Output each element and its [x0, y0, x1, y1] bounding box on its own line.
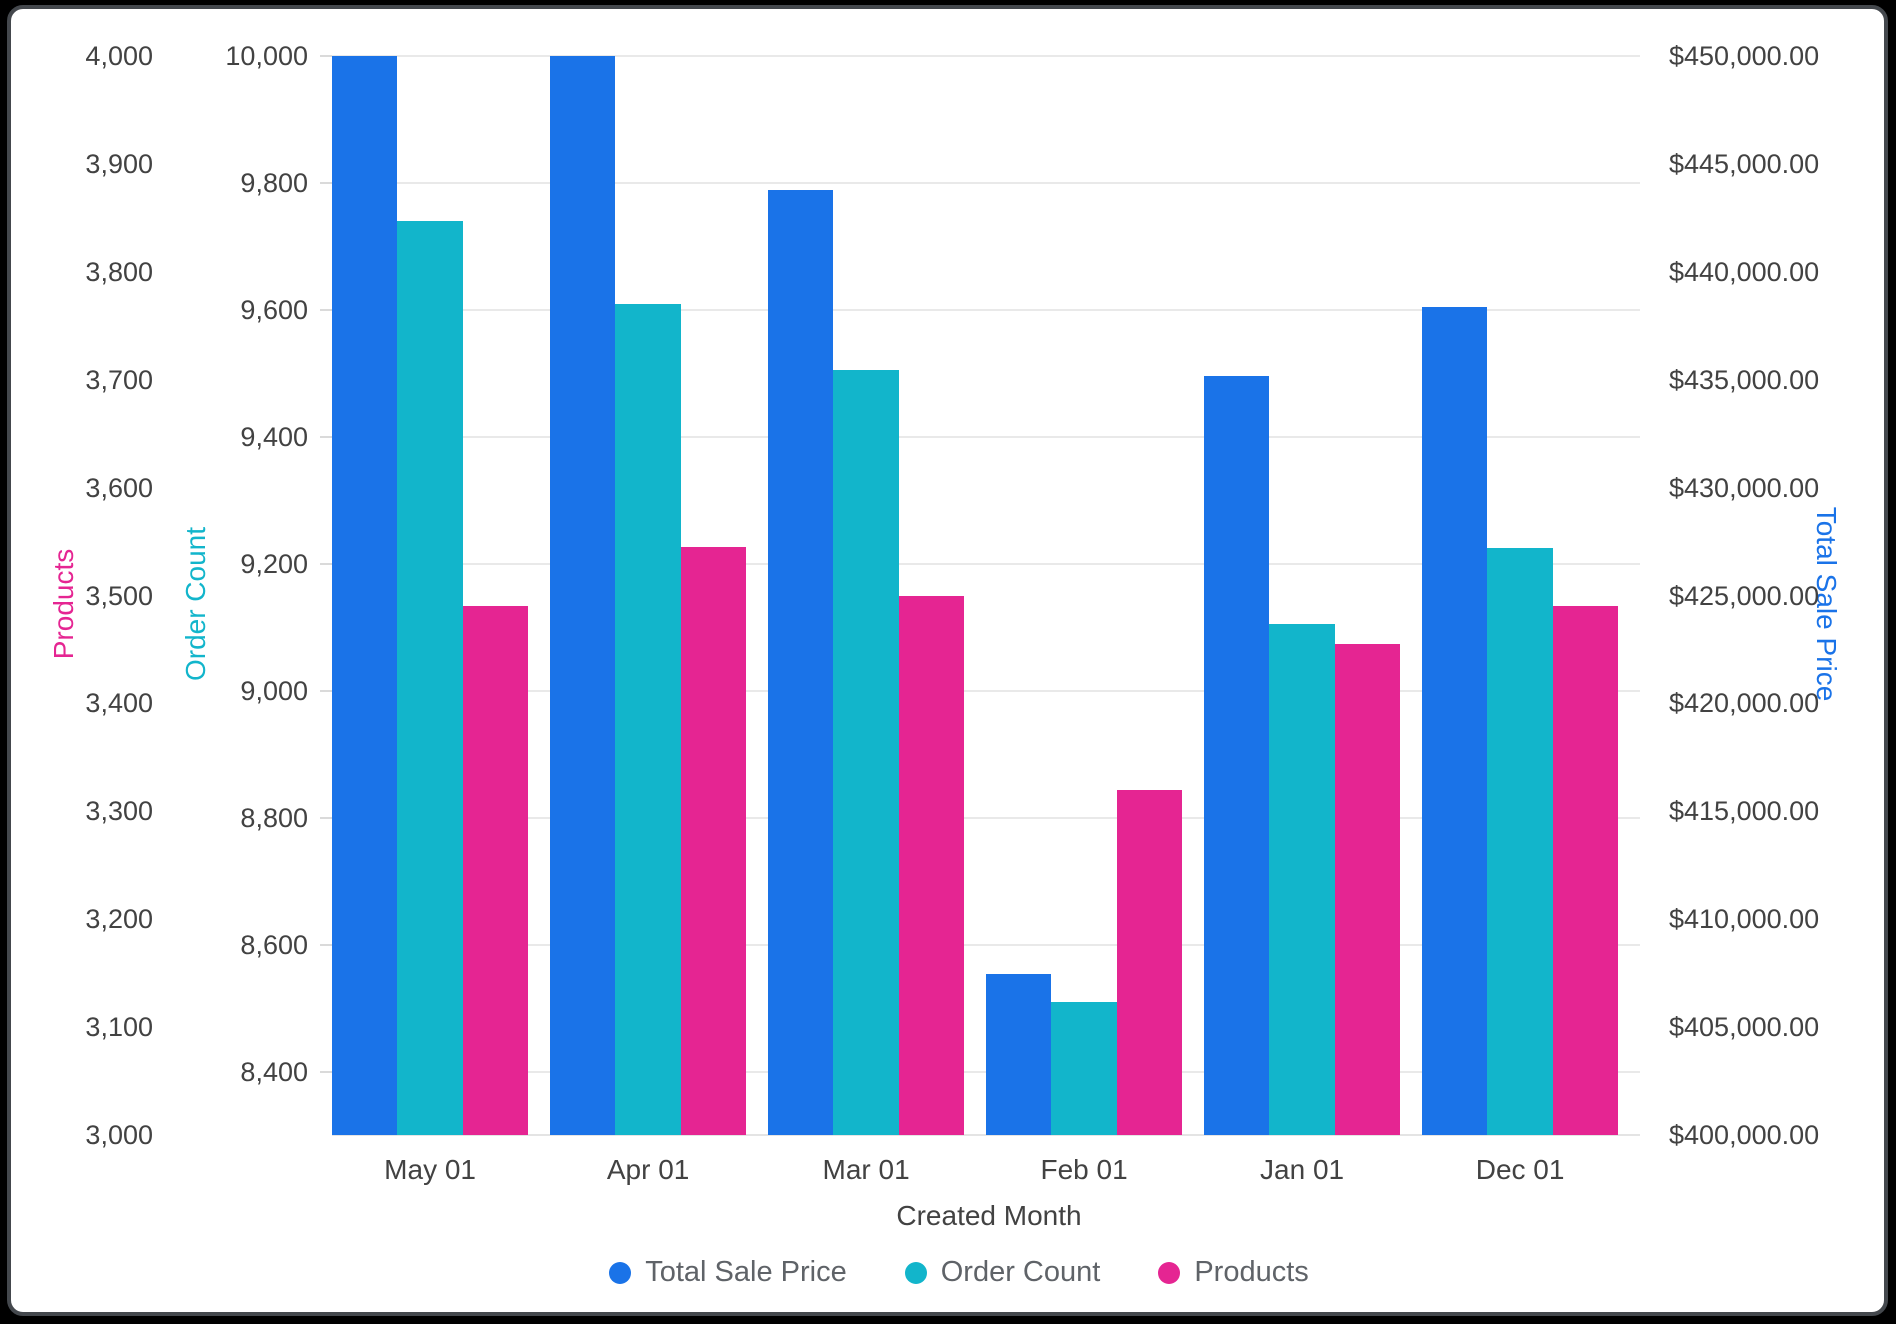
axis-tick-label: $440,000.00	[1669, 256, 1820, 287]
axis-tick-label: $425,000.00	[1669, 580, 1820, 611]
gridline	[332, 308, 1640, 311]
axis-tick-label: $435,000.00	[1669, 364, 1820, 395]
bar-order-count-dec-01[interactable]	[1487, 547, 1553, 1135]
x-axis-line	[332, 1134, 1640, 1136]
bar-products-jan-01[interactable]	[1334, 644, 1401, 1135]
bar-total-sale-price-apr-01[interactable]	[550, 56, 616, 1135]
axis-tick-label: 8,800	[240, 802, 308, 833]
x-axis-title: Created Month	[896, 1200, 1082, 1231]
axis-tick-label: 3,300	[85, 796, 153, 827]
gridline	[332, 181, 1640, 184]
bar-products-dec-01[interactable]	[1552, 606, 1619, 1135]
axis-tick-label: $400,000.00	[1669, 1120, 1820, 1150]
bar-order-count-mar-01[interactable]	[833, 370, 899, 1135]
axis-tick-label: 9,200	[240, 548, 308, 579]
legend-item-total-sale-price[interactable]: Total Sale Price	[609, 1256, 847, 1289]
gridline	[332, 562, 1640, 565]
legend-item-label: Total Sale Price	[645, 1256, 847, 1288]
bar-products-apr-01[interactable]	[680, 546, 747, 1135]
axis-tick-label: 8,600	[240, 929, 308, 960]
chart-window: Products Order Count Total Sale Price 3,…	[7, 5, 1888, 1316]
bar-order-count-may-01[interactable]	[397, 221, 463, 1135]
axis-tick-label: 9,000	[240, 675, 308, 706]
axis-tick-label: 9,600	[240, 294, 308, 325]
legend-item-order-count[interactable]: Order Count	[904, 1256, 1101, 1289]
legend: Total Sale Price Order Count Products	[11, 1256, 1896, 1289]
x-axis-label-jan-01: Jan 01	[1260, 1154, 1345, 1185]
bar-products-feb-01[interactable]	[1116, 789, 1183, 1135]
axis-tick-label: $410,000.00	[1669, 904, 1820, 935]
x-axis-label-dec-01: Dec 01	[1475, 1154, 1565, 1185]
bar-order-count-apr-01[interactable]	[615, 303, 681, 1135]
axis-tick-label: 3,900	[85, 148, 153, 179]
axis-tick-mark	[320, 943, 332, 946]
axis-tick-label: $420,000.00	[1669, 688, 1820, 719]
bar-order-count-feb-01[interactable]	[1051, 1001, 1117, 1135]
legend-item-label: Order Count	[940, 1256, 1101, 1288]
bar-total-sale-price-dec-01[interactable]	[1422, 307, 1488, 1135]
bar-total-sale-price-jan-01[interactable]	[1204, 376, 1270, 1135]
axis-tick-label: 4,000	[85, 41, 153, 71]
x-axis-label-mar-01: Mar 01	[822, 1154, 910, 1185]
axis-tick-label: 8,400	[240, 1056, 308, 1087]
plot-area	[332, 55, 1640, 1136]
x-axis-label-may-01: May 01	[384, 1154, 476, 1185]
x-axis-label-feb-01: Feb 01	[1040, 1154, 1128, 1185]
axis-tick-label: 3,800	[85, 256, 153, 287]
x-axis-label-apr-01: Apr 01	[606, 1154, 690, 1185]
axis-tick-label: $430,000.00	[1669, 472, 1820, 503]
axis-tick-label: 3,100	[85, 1012, 153, 1043]
axis-tick-label: $405,000.00	[1669, 1012, 1820, 1043]
legend-item-label: Products	[1194, 1256, 1309, 1288]
axis-tick-label: 3,000	[85, 1120, 153, 1150]
axis-tick-label: 10,000	[225, 41, 308, 71]
bar-total-sale-price-may-01[interactable]	[332, 56, 398, 1135]
axis-tick-mark	[320, 1070, 332, 1073]
axis-tick-label: 3,500	[85, 580, 153, 611]
bar-products-mar-01[interactable]	[898, 595, 965, 1135]
gridline	[332, 55, 1640, 57]
axis-tick-label: 9,400	[240, 421, 308, 452]
legend-dot-icon	[609, 1261, 632, 1284]
axis-tick-label: 3,600	[85, 472, 153, 503]
legend-dot-icon	[904, 1261, 927, 1284]
axis-tick-label: 3,200	[85, 904, 153, 935]
axis-tick-mark	[320, 562, 332, 565]
gridline	[332, 816, 1640, 819]
axis-tick-label: 3,400	[85, 688, 153, 719]
legend-dot-icon	[1158, 1261, 1181, 1284]
axis-tick-mark	[320, 435, 332, 438]
gridline	[332, 943, 1640, 946]
bar-order-count-jan-01[interactable]	[1269, 624, 1335, 1135]
axis-tick-mark	[320, 55, 332, 57]
gridline	[332, 689, 1640, 692]
legend-item-products[interactable]: Products	[1158, 1256, 1309, 1289]
bar-products-may-01[interactable]	[462, 606, 529, 1135]
axis-tick-label: 9,800	[240, 167, 308, 198]
gridline	[332, 435, 1640, 438]
bar-total-sale-price-feb-01[interactable]	[986, 974, 1052, 1135]
axis-tick-mark	[320, 308, 332, 311]
axis-tick-label: $445,000.00	[1669, 148, 1820, 179]
axis-tick-mark	[320, 181, 332, 184]
axis-tick-label: $415,000.00	[1669, 796, 1820, 827]
axis-tick-label: $450,000.00	[1669, 41, 1820, 71]
axis-tick-label: 3,700	[85, 364, 153, 395]
axis-tick-mark	[320, 689, 332, 692]
axis-tick-mark	[320, 816, 332, 819]
bar-total-sale-price-mar-01[interactable]	[768, 189, 834, 1135]
